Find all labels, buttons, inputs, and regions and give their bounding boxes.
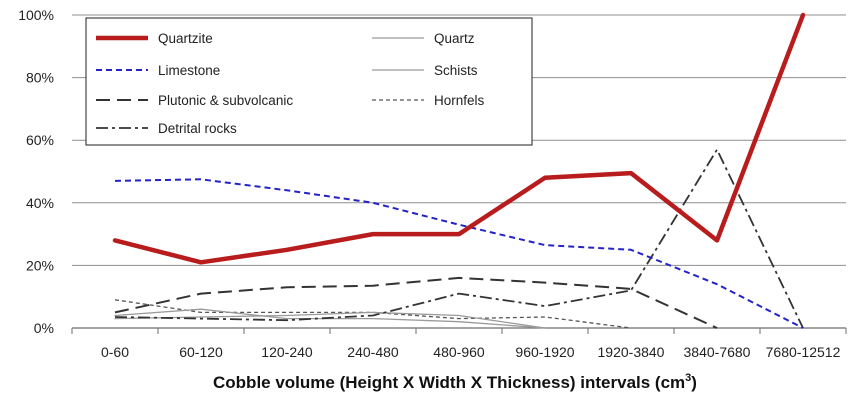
legend-label: Quartzite [158, 31, 213, 46]
series-line-limestone [114, 178, 804, 329]
legend: Quartzite Limestone Plutonic & subvolcanic… [85, 17, 533, 146]
series-line-quartzite [112, 12, 806, 265]
legend-label: Hornfels [434, 93, 485, 108]
x-tick-label: 0-60 [101, 344, 129, 360]
legend-label: Detrital rocks [158, 121, 237, 136]
x-tick-label: 3840-7680 [684, 344, 751, 360]
legend-label: Schists [434, 63, 478, 78]
x-axis-ticks: 0-60 60-120 120-240 240-480 480-960 960-1920 1… [101, 344, 841, 360]
x-tick-label: 480-960 [433, 344, 485, 360]
x-tick-label: 960-1920 [515, 344, 574, 360]
y-tick-label: 80% [26, 70, 54, 86]
x-tick-label: 60-120 [179, 344, 223, 360]
x-tick-label: 240-480 [347, 344, 399, 360]
y-tick-label: 20% [26, 257, 54, 273]
y-tick-label: 100% [18, 7, 54, 23]
series-line-quartz [114, 311, 546, 329]
series-line-hornfels [114, 299, 632, 329]
x-axis-label: Cobble volume (Height X Width X Thicknes… [213, 372, 697, 392]
series-line-plutonic-subvolcanic [114, 276, 718, 329]
y-tick-label: 0% [34, 320, 54, 336]
x-axis [71, 327, 847, 334]
y-tick-label: 60% [26, 132, 54, 148]
x-tick-label: 7680-12512 [766, 344, 841, 360]
x-tick-label: 1920-3840 [598, 344, 665, 360]
legend-label: Quartz [434, 31, 475, 46]
x-tick-label: 120-240 [261, 344, 313, 360]
series-lines [112, 12, 806, 329]
legend-label: Limestone [158, 63, 220, 78]
y-axis-ticks: 0% 20% 40% 60% 80% 100% [18, 7, 54, 336]
series-line-detrital-rocks [114, 148, 804, 329]
legend-box [85, 17, 533, 146]
y-tick-label: 40% [26, 195, 54, 211]
legend-label: Plutonic & subvolcanic [158, 93, 293, 108]
